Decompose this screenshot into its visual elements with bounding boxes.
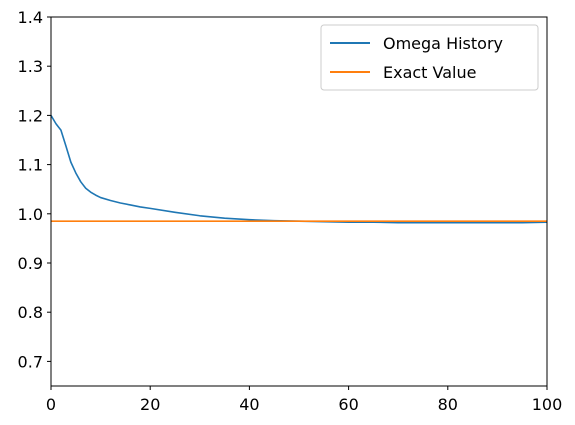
plot-area [50,16,548,387]
series-line-omega-history [50,114,548,224]
y-axis: 0.7 0.8 0.9 1.0 1.1 1.2 1.3 1.4 [18,8,51,371]
axes-frame [50,16,548,387]
y-tick-label: 1.3 [18,57,43,76]
x-tick-label: 80 [438,395,458,414]
x-tick-label: 0 [46,395,56,414]
x-tick-label: 40 [239,395,259,414]
y-tick-label: 1.4 [18,8,43,27]
y-tick-label: 0.7 [18,352,43,371]
y-tick-label: 1.1 [18,156,43,175]
series-layer [50,114,548,224]
x-tick-label: 60 [338,395,358,414]
legend-box [320,24,539,91]
legend-label-omega-history: Omega History [383,34,503,53]
x-axis: 0 20 40 60 80 100 [46,386,562,414]
legend: Omega History Exact Value [320,24,539,91]
y-tick-label: 0.8 [18,303,43,322]
y-tick-label: 1.2 [18,106,43,125]
x-tick-label: 20 [140,395,160,414]
legend-label-exact-value: Exact Value [383,63,476,82]
x-tick-label: 100 [532,395,563,414]
y-tick-label: 0.9 [18,254,43,273]
y-tick-label: 1.0 [18,205,43,224]
